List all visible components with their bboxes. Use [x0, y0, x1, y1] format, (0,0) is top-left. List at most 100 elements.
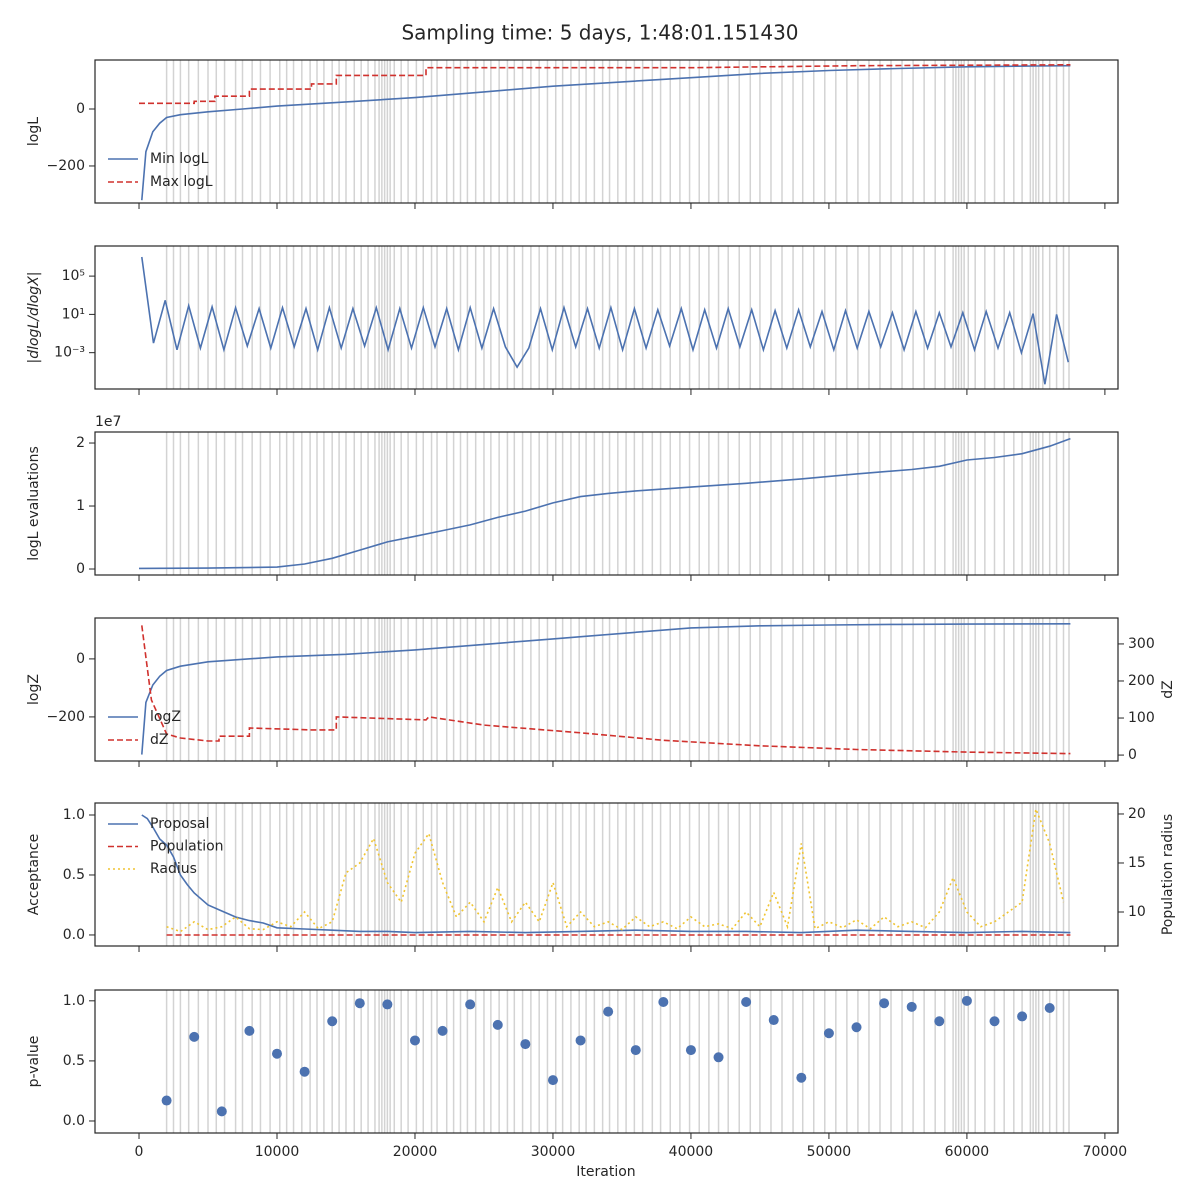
series-line	[141, 625, 1071, 755]
point	[575, 1035, 586, 1046]
point	[244, 1025, 255, 1036]
point	[189, 1031, 200, 1042]
x-tick-label: 70000	[1083, 1144, 1128, 1160]
legend-label: Population	[150, 839, 224, 855]
panel-frame	[94, 802, 1119, 947]
series-line	[138, 437, 1071, 570]
panel: 10⁻³ 10¹ 10⁵ |dlogL/dlogX|	[26, 245, 1119, 395]
point	[851, 1022, 862, 1033]
point	[741, 997, 752, 1008]
panel-frame	[94, 431, 1119, 576]
y-tick-label: 1.0	[63, 993, 85, 1009]
plot-area	[139, 60, 1071, 203]
y2-axis-label: Population radius	[1160, 814, 1176, 935]
point	[989, 1016, 1000, 1027]
y-tick-label: −200	[47, 709, 85, 725]
y2-tick-label: 300	[1128, 636, 1155, 652]
y-axis-label: p-value	[26, 1036, 42, 1088]
point	[1044, 1003, 1055, 1014]
panel: −200 0 0 100 200 300 logZ dZ logZ dZ	[26, 617, 1176, 767]
panel: 0 1 2 logL evaluations 1e7	[26, 414, 1119, 581]
point	[327, 1016, 338, 1027]
panel-frame	[94, 245, 1119, 390]
y-tick-label: 0	[76, 101, 85, 117]
point	[547, 1075, 558, 1086]
y-tick-label: 0.0	[63, 1113, 85, 1129]
series-line	[141, 623, 1071, 755]
x-tick-label: 40000	[669, 1144, 714, 1160]
y-axis-label: logL	[26, 117, 42, 146]
point	[630, 1045, 641, 1056]
legend-label: Radius	[150, 861, 197, 877]
y2-tick-label: 20	[1128, 806, 1146, 822]
point	[961, 995, 972, 1006]
offset-label: 1e7	[95, 414, 121, 430]
point	[713, 1052, 724, 1063]
point	[823, 1028, 834, 1039]
plot-area	[141, 803, 1071, 946]
legend-label: dZ	[150, 732, 168, 748]
x-tick-label: 50000	[807, 1144, 852, 1160]
y2-tick-label: 100	[1128, 710, 1155, 726]
point	[658, 997, 669, 1008]
y-tick-label: 10⁵	[62, 268, 85, 284]
point	[934, 1016, 945, 1027]
x-tick-label: 20000	[393, 1144, 438, 1160]
x-tick-label: 0	[135, 1144, 144, 1160]
point	[685, 1045, 696, 1056]
plot-area	[141, 618, 1071, 761]
point	[465, 999, 476, 1010]
point	[1017, 1011, 1028, 1022]
y-tick-label: 1.0	[63, 807, 85, 823]
y-tick-label: 0.0	[63, 927, 85, 943]
point	[906, 1001, 917, 1012]
x-tick-label: 10000	[255, 1144, 300, 1160]
point	[603, 1006, 614, 1017]
legend-label: Max logL	[150, 174, 213, 190]
x-tick-label: 60000	[945, 1144, 990, 1160]
panel-frame	[94, 617, 1119, 762]
y2-tick-label: 15	[1128, 855, 1146, 871]
point	[879, 998, 890, 1009]
y-tick-label: 2	[76, 435, 85, 451]
y-tick-label: 10⁻³	[54, 345, 85, 361]
panel: 0.0 0.5 1.0 10 15 20 Acceptance Population radi…	[26, 802, 1176, 952]
legend-label: Min logL	[150, 151, 209, 167]
y2-tick-label: 0	[1128, 747, 1137, 763]
y2-tick-label: 10	[1128, 904, 1146, 920]
y-tick-label: 0	[76, 651, 85, 667]
figure-title: Sampling time: 5 days, 1:48:01.151430	[401, 21, 798, 45]
panel-frame	[94, 989, 1119, 1134]
y-axis-label: Acceptance	[26, 834, 42, 915]
legend-label: Proposal	[150, 816, 209, 832]
point	[409, 1035, 420, 1046]
panel: −200 0 logL Min logL Max logL	[26, 59, 1119, 209]
point	[492, 1019, 503, 1030]
point	[216, 1106, 227, 1117]
y2-axis-label: dZ	[1160, 680, 1176, 698]
legend-label: logZ	[150, 709, 181, 725]
y-tick-label: 0.5	[63, 1053, 85, 1069]
point	[354, 998, 365, 1009]
point	[437, 1025, 448, 1036]
plot-area	[141, 246, 1070, 389]
point	[768, 1015, 779, 1026]
series-line	[141, 256, 1070, 385]
y-axis-label: |dlogL/dlogX|	[26, 272, 42, 364]
y-tick-label: 0	[76, 561, 85, 577]
point	[382, 999, 393, 1010]
y-axis-label: logL evaluations	[26, 446, 42, 561]
point	[520, 1039, 531, 1050]
x-tick-label: 30000	[531, 1144, 576, 1160]
x-axis-label: Iteration	[576, 1164, 635, 1180]
point	[271, 1048, 282, 1059]
point	[796, 1072, 807, 1083]
series-line	[139, 64, 1071, 105]
y-tick-label: 10¹	[62, 306, 85, 322]
panel: 0.0 0.5 1.0 0 10000 20000 30000 40000 50000 60000…	[26, 989, 1128, 1160]
y2-tick-label: 200	[1128, 673, 1155, 689]
point	[299, 1066, 310, 1077]
y-tick-label: 1	[76, 498, 85, 514]
series-line	[141, 64, 1071, 201]
